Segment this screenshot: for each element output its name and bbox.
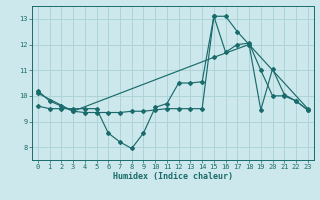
- X-axis label: Humidex (Indice chaleur): Humidex (Indice chaleur): [113, 172, 233, 181]
